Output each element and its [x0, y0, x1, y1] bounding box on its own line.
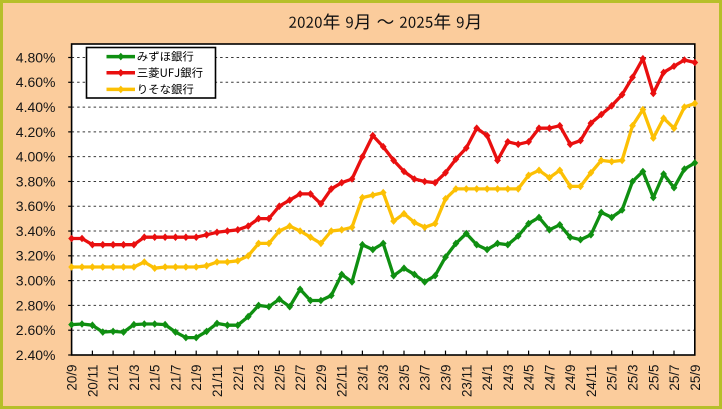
svg-text:21/3: 21/3 [127, 365, 142, 391]
svg-text:22/7: 22/7 [293, 365, 308, 391]
svg-text:25/5: 25/5 [646, 365, 661, 391]
svg-text:24/7: 24/7 [542, 365, 557, 391]
svg-text:4.60%: 4.60% [16, 74, 56, 90]
svg-text:3.80%: 3.80% [16, 173, 56, 189]
svg-text:20/9: 20/9 [65, 365, 80, 391]
svg-text:23/1: 23/1 [355, 365, 370, 391]
svg-text:24/5: 24/5 [522, 365, 537, 391]
svg-text:3.00%: 3.00% [16, 273, 56, 289]
svg-text:25/7: 25/7 [667, 365, 682, 391]
svg-text:20/11: 20/11 [85, 365, 100, 398]
svg-text:23/7: 23/7 [418, 365, 433, 391]
svg-text:3.60%: 3.60% [16, 198, 56, 214]
svg-text:24/11: 24/11 [584, 365, 599, 398]
svg-text:21/11: 21/11 [210, 365, 225, 398]
svg-text:2.40%: 2.40% [16, 347, 56, 363]
svg-text:25/1: 25/1 [605, 365, 620, 391]
svg-text:25/3: 25/3 [626, 365, 641, 391]
svg-text:4.00%: 4.00% [16, 149, 56, 165]
svg-text:25/9: 25/9 [688, 365, 703, 391]
svg-text:24/3: 24/3 [501, 365, 516, 391]
svg-text:21/1: 21/1 [106, 365, 121, 391]
svg-text:21/7: 21/7 [169, 365, 184, 391]
svg-text:21/5: 21/5 [148, 365, 163, 391]
svg-text:24/9: 24/9 [563, 365, 578, 391]
svg-text:22/1: 22/1 [231, 365, 246, 391]
svg-text:22/3: 22/3 [252, 365, 267, 391]
svg-text:21/9: 21/9 [189, 365, 204, 391]
svg-text:22/11: 22/11 [335, 365, 350, 398]
svg-text:23/11: 23/11 [459, 365, 474, 398]
svg-text:3.20%: 3.20% [16, 248, 56, 264]
svg-text:4.20%: 4.20% [16, 124, 56, 140]
svg-text:23/9: 23/9 [439, 365, 454, 391]
svg-text:2.60%: 2.60% [16, 322, 56, 338]
svg-text:22/9: 22/9 [314, 365, 329, 391]
svg-text:23/3: 23/3 [376, 365, 391, 391]
svg-text:23/5: 23/5 [397, 365, 412, 391]
svg-text:3.40%: 3.40% [16, 223, 56, 239]
svg-text:4.40%: 4.40% [16, 99, 56, 115]
svg-text:22/5: 22/5 [272, 365, 287, 391]
svg-text:24/1: 24/1 [480, 365, 495, 391]
svg-text:4.80%: 4.80% [16, 49, 56, 65]
svg-text:2.80%: 2.80% [16, 297, 56, 313]
